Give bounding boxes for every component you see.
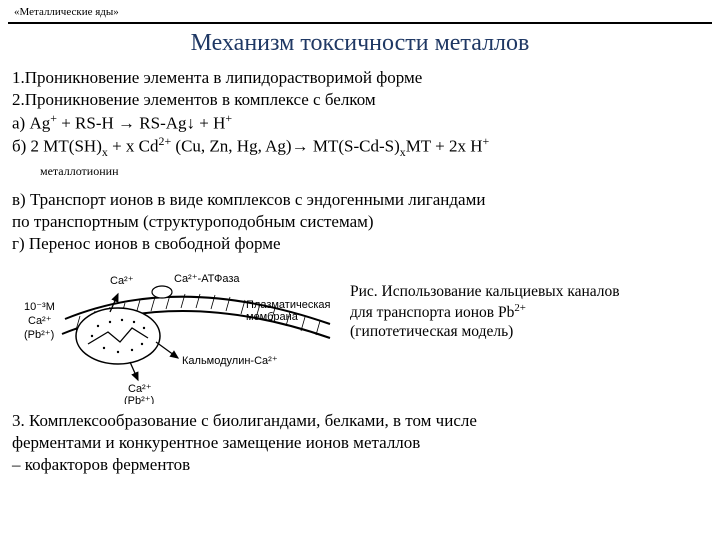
header-rule	[8, 22, 712, 24]
lbl-pb2: (Pb²⁺)	[124, 395, 154, 404]
l4-sup1: 2+	[159, 134, 172, 148]
lbl-ca2: Ca²⁺	[110, 275, 134, 287]
lbl-atp: Ca²⁺-АТФаза	[174, 273, 240, 285]
block-1: 1.Проникновение элемента в липидораствор…	[0, 67, 720, 160]
lbl-memb2: мембрана	[246, 311, 299, 323]
page-title: Механизм токсичности металлов	[0, 30, 720, 57]
block-2: в) Транспорт ионов в виде комплексов с э…	[0, 189, 720, 260]
figure-row: Ca²⁺-АТФаза Плазматическая мембрана Каль…	[0, 260, 720, 408]
line-4: б) 2 MT(SH)x + x Cd2+ (Cu, Zn, Hg, Ag)→ …	[12, 134, 708, 160]
line-3: а) Ag+ + RS-H → RS-Ag↓ + H+	[12, 111, 708, 134]
block-3: 3. Комплексообразование с биолигандами, …	[0, 408, 720, 475]
line-2: 2.Проникновение элементов в комплексе с …	[12, 89, 708, 111]
line-1: 1.Проникновение элемента в липидораствор…	[12, 67, 708, 89]
b2-l1: в) Транспорт ионов в виде комплексов с э…	[12, 189, 708, 211]
cap-l2: для транспорта ионов Pb2+	[350, 302, 620, 323]
lbl-calmod: Кальмодулин-Ca²⁺	[182, 355, 278, 367]
b3-l2: ферментами и конкурентное замещение ионо…	[12, 432, 708, 454]
lbl-ca1: Ca²⁺	[28, 315, 52, 327]
b2-l3: г) Перенос ионов в свободной форме	[12, 233, 708, 255]
cap-l2sup: 2+	[514, 302, 526, 314]
cap-l2a: для транспорта ионов Pb	[350, 304, 514, 321]
lbl-pb1: (Pb²⁺)	[24, 329, 54, 341]
l3-sup2: +	[225, 111, 232, 125]
l4-d: MT + 2x H	[406, 137, 483, 156]
l3-b: + RS-H → RS-Ag↓ + H	[57, 113, 225, 132]
lbl-conc: 10⁻³М	[24, 301, 55, 313]
header-label: «Металлические яды»	[0, 0, 720, 18]
b2-l2: по транспортным (структуроподобным систе…	[12, 211, 708, 233]
note-metallothionein: металлотионин	[0, 160, 720, 189]
b3-l3: – кофакторов ферментов	[12, 454, 708, 476]
cap-l1: Рис. Использование кальциевых каналов	[350, 282, 620, 301]
l4-c: (Cu, Zn, Hg, Ag)→ MT(S-Cd-S)	[171, 137, 400, 156]
cap-l3: (гипотетическая модель)	[350, 322, 620, 341]
l3-sup1: +	[50, 111, 57, 125]
l3-a: а) Ag	[12, 113, 50, 132]
lbl-memb1: Плазматическая	[246, 299, 331, 311]
membrane-diagram: Ca²⁺-АТФаза Плазматическая мембрана Каль…	[10, 264, 340, 404]
l4-b: + x Cd	[108, 137, 159, 156]
b3-l1: 3. Комплексообразование с биолигандами, …	[12, 410, 708, 432]
l4-sup2: +	[483, 134, 490, 148]
lbl-ca3: Ca²⁺	[128, 383, 152, 395]
l4-a: б) 2 MT(SH)	[12, 137, 102, 156]
figure-caption: Рис. Использование кальциевых каналов дл…	[350, 264, 620, 341]
